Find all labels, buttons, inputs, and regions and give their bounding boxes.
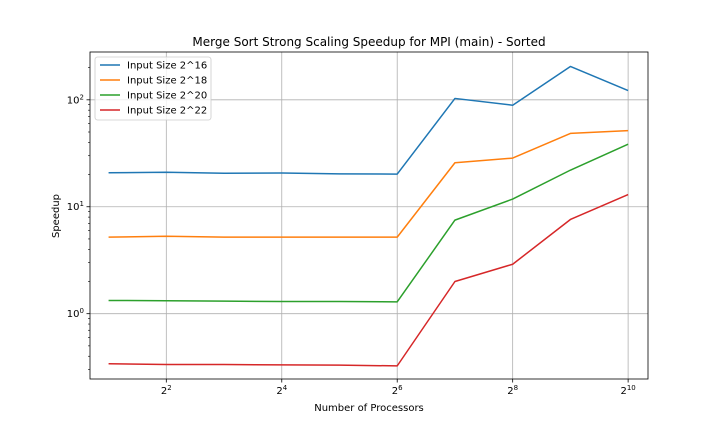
x-tick-label: 210 xyxy=(620,384,635,397)
y-tick-label: 101 xyxy=(67,200,84,213)
x-tick-label: 22 xyxy=(161,384,172,397)
series-line xyxy=(108,143,629,303)
series-line xyxy=(108,65,629,175)
legend-box xyxy=(94,56,212,121)
legend-entry: Input Size 2^16 xyxy=(127,61,207,72)
series-lines xyxy=(108,65,629,367)
series-line xyxy=(108,193,629,367)
x-tick-label: 26 xyxy=(392,384,403,397)
chart-title: Merge Sort Strong Scaling Speedup for MP… xyxy=(192,35,545,49)
y-axis-label: Speedup xyxy=(51,194,62,238)
x-tick-label: 24 xyxy=(276,384,287,397)
x-axis-label: Number of Processors xyxy=(314,403,424,414)
legend-entry: Input Size 2^22 xyxy=(127,106,207,117)
x-tick-label: 28 xyxy=(507,384,518,397)
legend: Input Size 2^16 Input Size 2^18 Input Size… xyxy=(94,56,212,121)
plot-area-frame xyxy=(89,51,649,380)
legend-entry: Input Size 2^18 xyxy=(127,76,207,87)
axis-ticks: 22 24 26 28 210 100 101 102 xyxy=(67,67,636,397)
y-tick-label: 100 xyxy=(67,307,84,320)
series-line xyxy=(108,129,629,238)
legend-entry: Input Size 2^20 xyxy=(127,91,207,102)
y-tick-label: 102 xyxy=(67,93,84,106)
